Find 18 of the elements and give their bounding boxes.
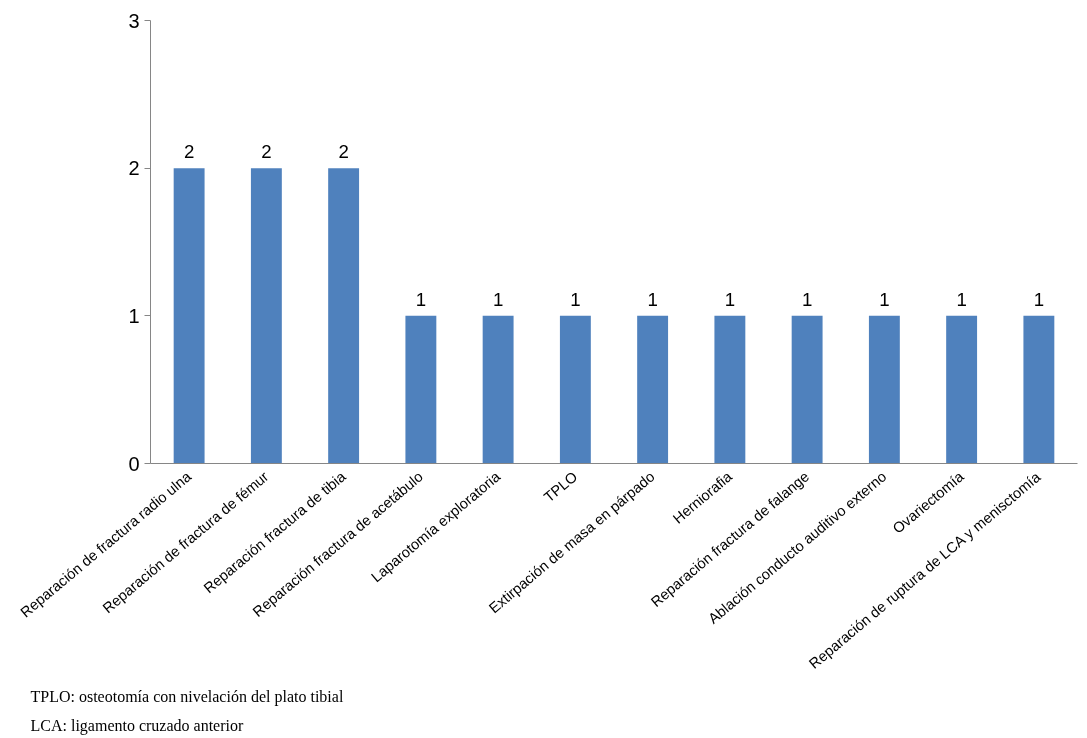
text: LCA: ligamento cruzado anterior [30,716,244,735]
y-tick-label: 3 [128,9,140,32]
data-label: 1 [724,288,736,310]
y-tick-label: 2 [128,157,140,180]
data-label: 1 [647,288,658,310]
y-tick-label: 1 [128,304,140,327]
y-tick-label: 0 [128,452,140,475]
data-label: 1 [415,288,427,310]
data-label: 1 [879,288,890,310]
data-label: 1 [492,288,504,310]
data-label: 2 [183,141,195,163]
text: TPLO: osteotomía con nivelación del plato tibial [30,687,344,706]
data-label: 1 [570,288,581,310]
data-label: 1 [956,288,967,310]
data-label: 1 [801,288,813,310]
data-label: 2 [338,141,349,163]
data-label: 1 [1033,288,1045,310]
data-label: 2 [261,141,272,163]
